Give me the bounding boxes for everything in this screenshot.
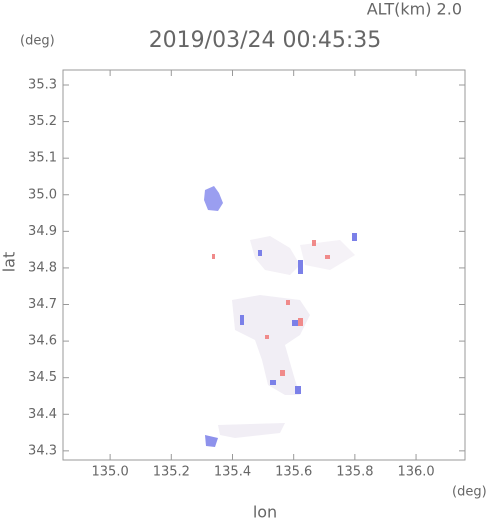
x-tick-label: 135.2 xyxy=(153,465,190,480)
y-tick-label: 35.3 xyxy=(28,78,57,93)
echo-cell xyxy=(265,335,269,339)
echo-cell xyxy=(270,380,276,385)
y-tick-label: 35.2 xyxy=(28,114,57,129)
y-tick-label: 34.6 xyxy=(28,334,57,349)
echo-cell xyxy=(325,255,330,259)
echo-blob xyxy=(232,295,310,395)
radar-echo xyxy=(204,186,357,447)
altitude-label: ALT(km) 2.0 xyxy=(367,0,462,19)
y-unit: (deg) xyxy=(20,34,55,49)
echo-cell xyxy=(295,386,301,394)
echo-cell xyxy=(280,370,285,376)
echo-blob xyxy=(218,423,285,438)
chart-title: 2019/03/24 00:45:35 xyxy=(149,28,382,53)
echo-blob xyxy=(204,186,223,211)
y-axis-label: lat xyxy=(0,252,19,273)
echo-cell xyxy=(312,240,316,246)
echo-cell xyxy=(352,233,357,241)
echo-cell xyxy=(286,300,290,305)
echo-cell xyxy=(292,320,298,326)
x-unit: (deg) xyxy=(452,485,487,500)
echo-cell xyxy=(298,260,303,274)
echo-cell xyxy=(240,315,244,325)
x-axis-label: lon xyxy=(253,503,277,521)
y-tick-label: 34.7 xyxy=(28,297,57,312)
echo-cell xyxy=(298,318,303,326)
echo-cell xyxy=(212,254,215,259)
y-tick-label: 34.8 xyxy=(28,260,57,275)
y-tick-label: 34.9 xyxy=(28,224,57,239)
x-tick-label: 135.0 xyxy=(92,465,129,480)
echo-blob xyxy=(250,236,300,275)
y-tick-label: 34.5 xyxy=(28,370,57,385)
y-tick-label: 35.0 xyxy=(28,187,57,202)
plot-frame xyxy=(62,69,466,461)
x-tick-label: 135.8 xyxy=(336,465,373,480)
echo-cell xyxy=(258,250,262,256)
x-tick-label: 135.6 xyxy=(275,465,312,480)
x-tick-label: 136.0 xyxy=(397,465,434,480)
y-tick-label: 34.3 xyxy=(28,443,57,458)
y-tick-label: 35.1 xyxy=(28,151,57,166)
y-tick-label: 34.4 xyxy=(28,407,57,422)
echo-blob xyxy=(205,435,218,447)
x-tick-label: 135.4 xyxy=(214,465,251,480)
